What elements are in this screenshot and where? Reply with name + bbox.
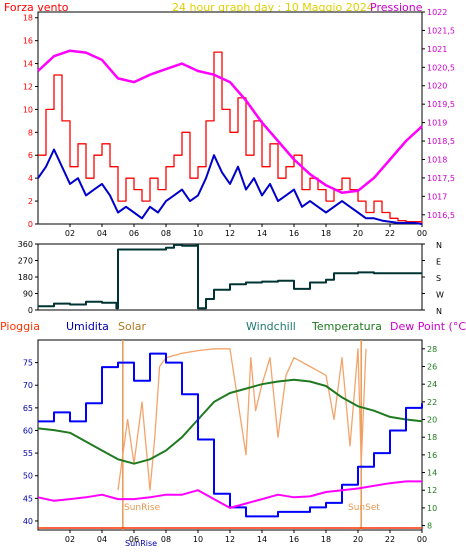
humidity-line	[38, 352, 423, 518]
wind-x-tick-label: 10	[193, 229, 203, 238]
legend-dewpoint: Dew Point (°C)	[390, 320, 466, 333]
wind-y-tick-label: 0	[28, 220, 33, 229]
wind-x-tick-label: 06	[129, 229, 139, 238]
wind-x-tick-label: 00	[417, 229, 427, 238]
pressure-y-tick-label: 1016,5	[427, 211, 455, 220]
temperature-y-tick-label: 14	[427, 469, 437, 478]
wind-y-tick-label: 6	[28, 151, 33, 160]
humidity-x-tick-label: 14	[257, 535, 267, 544]
wind-y-tick-label: 2	[28, 197, 33, 206]
legend-umidita: Umidita	[66, 320, 109, 333]
humidity-y-tick-label: 75	[23, 359, 33, 368]
wind-x-tick-label: 08	[161, 229, 171, 238]
direction-compass-label: W	[436, 291, 444, 300]
direction-panel-frame	[37, 243, 423, 311]
legend-solar: Solar	[118, 320, 147, 333]
humidity-x-tick-label: 00	[417, 535, 427, 544]
humidity-x-tick-label: 04	[97, 535, 107, 544]
pressure-y-tick-label: 1019,5	[427, 100, 455, 109]
pressure-y-tick-label: 1021	[427, 45, 447, 54]
legend-pioggia: Pioggia	[0, 320, 40, 333]
direction-y-tick-label: 90	[23, 290, 33, 299]
direction-compass-label: E	[436, 258, 441, 267]
wind-y-tick-label: 4	[28, 174, 33, 183]
legend-temperatura: Temperatura	[311, 320, 382, 333]
humidity-x-tick-label: 06	[129, 535, 139, 544]
wind-x-tick-label: 04	[97, 229, 107, 238]
chart-marks: 0246810121416181016,510171017,510181018,…	[18, 8, 455, 544]
wind-y-tick-label: 10	[23, 105, 33, 114]
sunrise-annotation: SunRise	[124, 503, 161, 513]
wind-direction-line	[38, 243, 422, 310]
pressure-line	[37, 49, 423, 194]
direction-y-tick-label: 360	[18, 240, 33, 249]
temperature-y-tick-label: 16	[427, 451, 437, 460]
humidity-x-tick-label: 22	[385, 535, 395, 544]
wind-x-tick-label: 20	[353, 229, 363, 238]
humidity-y-tick-label: 40	[23, 517, 33, 526]
temperature-y-tick-label: 22	[427, 398, 437, 407]
wind-x-tick-label: 22	[385, 229, 395, 238]
temperature-line	[37, 378, 423, 465]
humidity-x-tick-label: 18	[321, 535, 331, 544]
wind-y-tick-label: 12	[23, 82, 33, 91]
temperature-y-tick-label: 28	[427, 345, 437, 354]
humidity-x-tick-label: 08	[161, 535, 171, 544]
wind-x-tick-label: 18	[321, 229, 331, 238]
pressure-y-tick-label: 1018	[427, 155, 447, 164]
pressure-y-tick-label: 1020	[427, 82, 447, 91]
temperature-y-tick-label: 24	[427, 380, 437, 389]
temperature-y-tick-label: 26	[427, 363, 437, 372]
sunrise-time-label: SunRise	[125, 539, 157, 548]
humidity-x-tick-label: 20	[353, 535, 363, 544]
humidity-x-tick-label: 12	[225, 535, 235, 544]
pressure-y-tick-label: 1017	[427, 192, 447, 201]
temperature-y-tick-label: 20	[427, 416, 437, 425]
wind-x-tick-label: 14	[257, 229, 267, 238]
wind-y-tick-label: 16	[23, 37, 33, 46]
humidity-y-tick-label: 50	[23, 472, 33, 481]
sunset-annotation: SunSet	[348, 503, 380, 513]
wind-y-tick-label: 18	[23, 14, 33, 23]
pressure-y-tick-label: 1019	[427, 119, 447, 128]
humidity-y-tick-label: 65	[23, 404, 33, 413]
pressure-label: Pressione	[370, 1, 423, 14]
direction-compass-label: N	[436, 241, 442, 250]
pressure-y-tick-label: 1022	[427, 8, 447, 17]
graph-title: 24 hour graph day : 10 Maggio 2024	[172, 1, 374, 14]
pressure-y-tick-label: 1020,5	[427, 63, 455, 72]
humidity-x-tick-label: 02	[65, 535, 75, 544]
humidity-y-tick-label: 55	[23, 449, 33, 458]
wind-y-tick-label: 14	[23, 60, 33, 69]
temperature-y-tick-label: 10	[427, 504, 437, 513]
humidity-x-tick-label: 16	[289, 535, 299, 544]
humidity-y-tick-label: 70	[23, 381, 33, 390]
direction-y-tick-label: 180	[18, 273, 33, 282]
direction-compass-label: S	[436, 274, 441, 283]
wind-x-tick-label: 16	[289, 229, 299, 238]
direction-y-tick-label: 270	[18, 257, 33, 266]
direction-compass-label: N	[436, 307, 442, 316]
wind-x-tick-label: 12	[225, 229, 235, 238]
pressure-y-tick-label: 1018,5	[427, 137, 455, 146]
humidity-x-tick-label: 10	[193, 535, 203, 544]
temperature-y-tick-label: 12	[427, 486, 437, 495]
humidity-y-tick-label: 60	[23, 426, 33, 435]
temperature-y-tick-label: 8	[427, 522, 432, 531]
solar-line	[117, 348, 367, 491]
pressure-y-tick-label: 1021,5	[427, 26, 455, 35]
wind-force-label: Forza vento	[4, 1, 69, 14]
direction-y-tick-label: 0	[28, 306, 33, 315]
humidity-y-tick-label: 45	[23, 494, 33, 503]
legend-windchill: Windchill	[246, 320, 296, 333]
pressure-y-tick-label: 1017,5	[427, 174, 455, 183]
wind-average-line	[37, 148, 423, 225]
dewpoint-line	[37, 480, 422, 509]
wind-y-tick-label: 8	[28, 128, 33, 137]
wind-x-tick-label: 02	[65, 229, 75, 238]
temperature-y-tick-label: 18	[427, 433, 437, 442]
